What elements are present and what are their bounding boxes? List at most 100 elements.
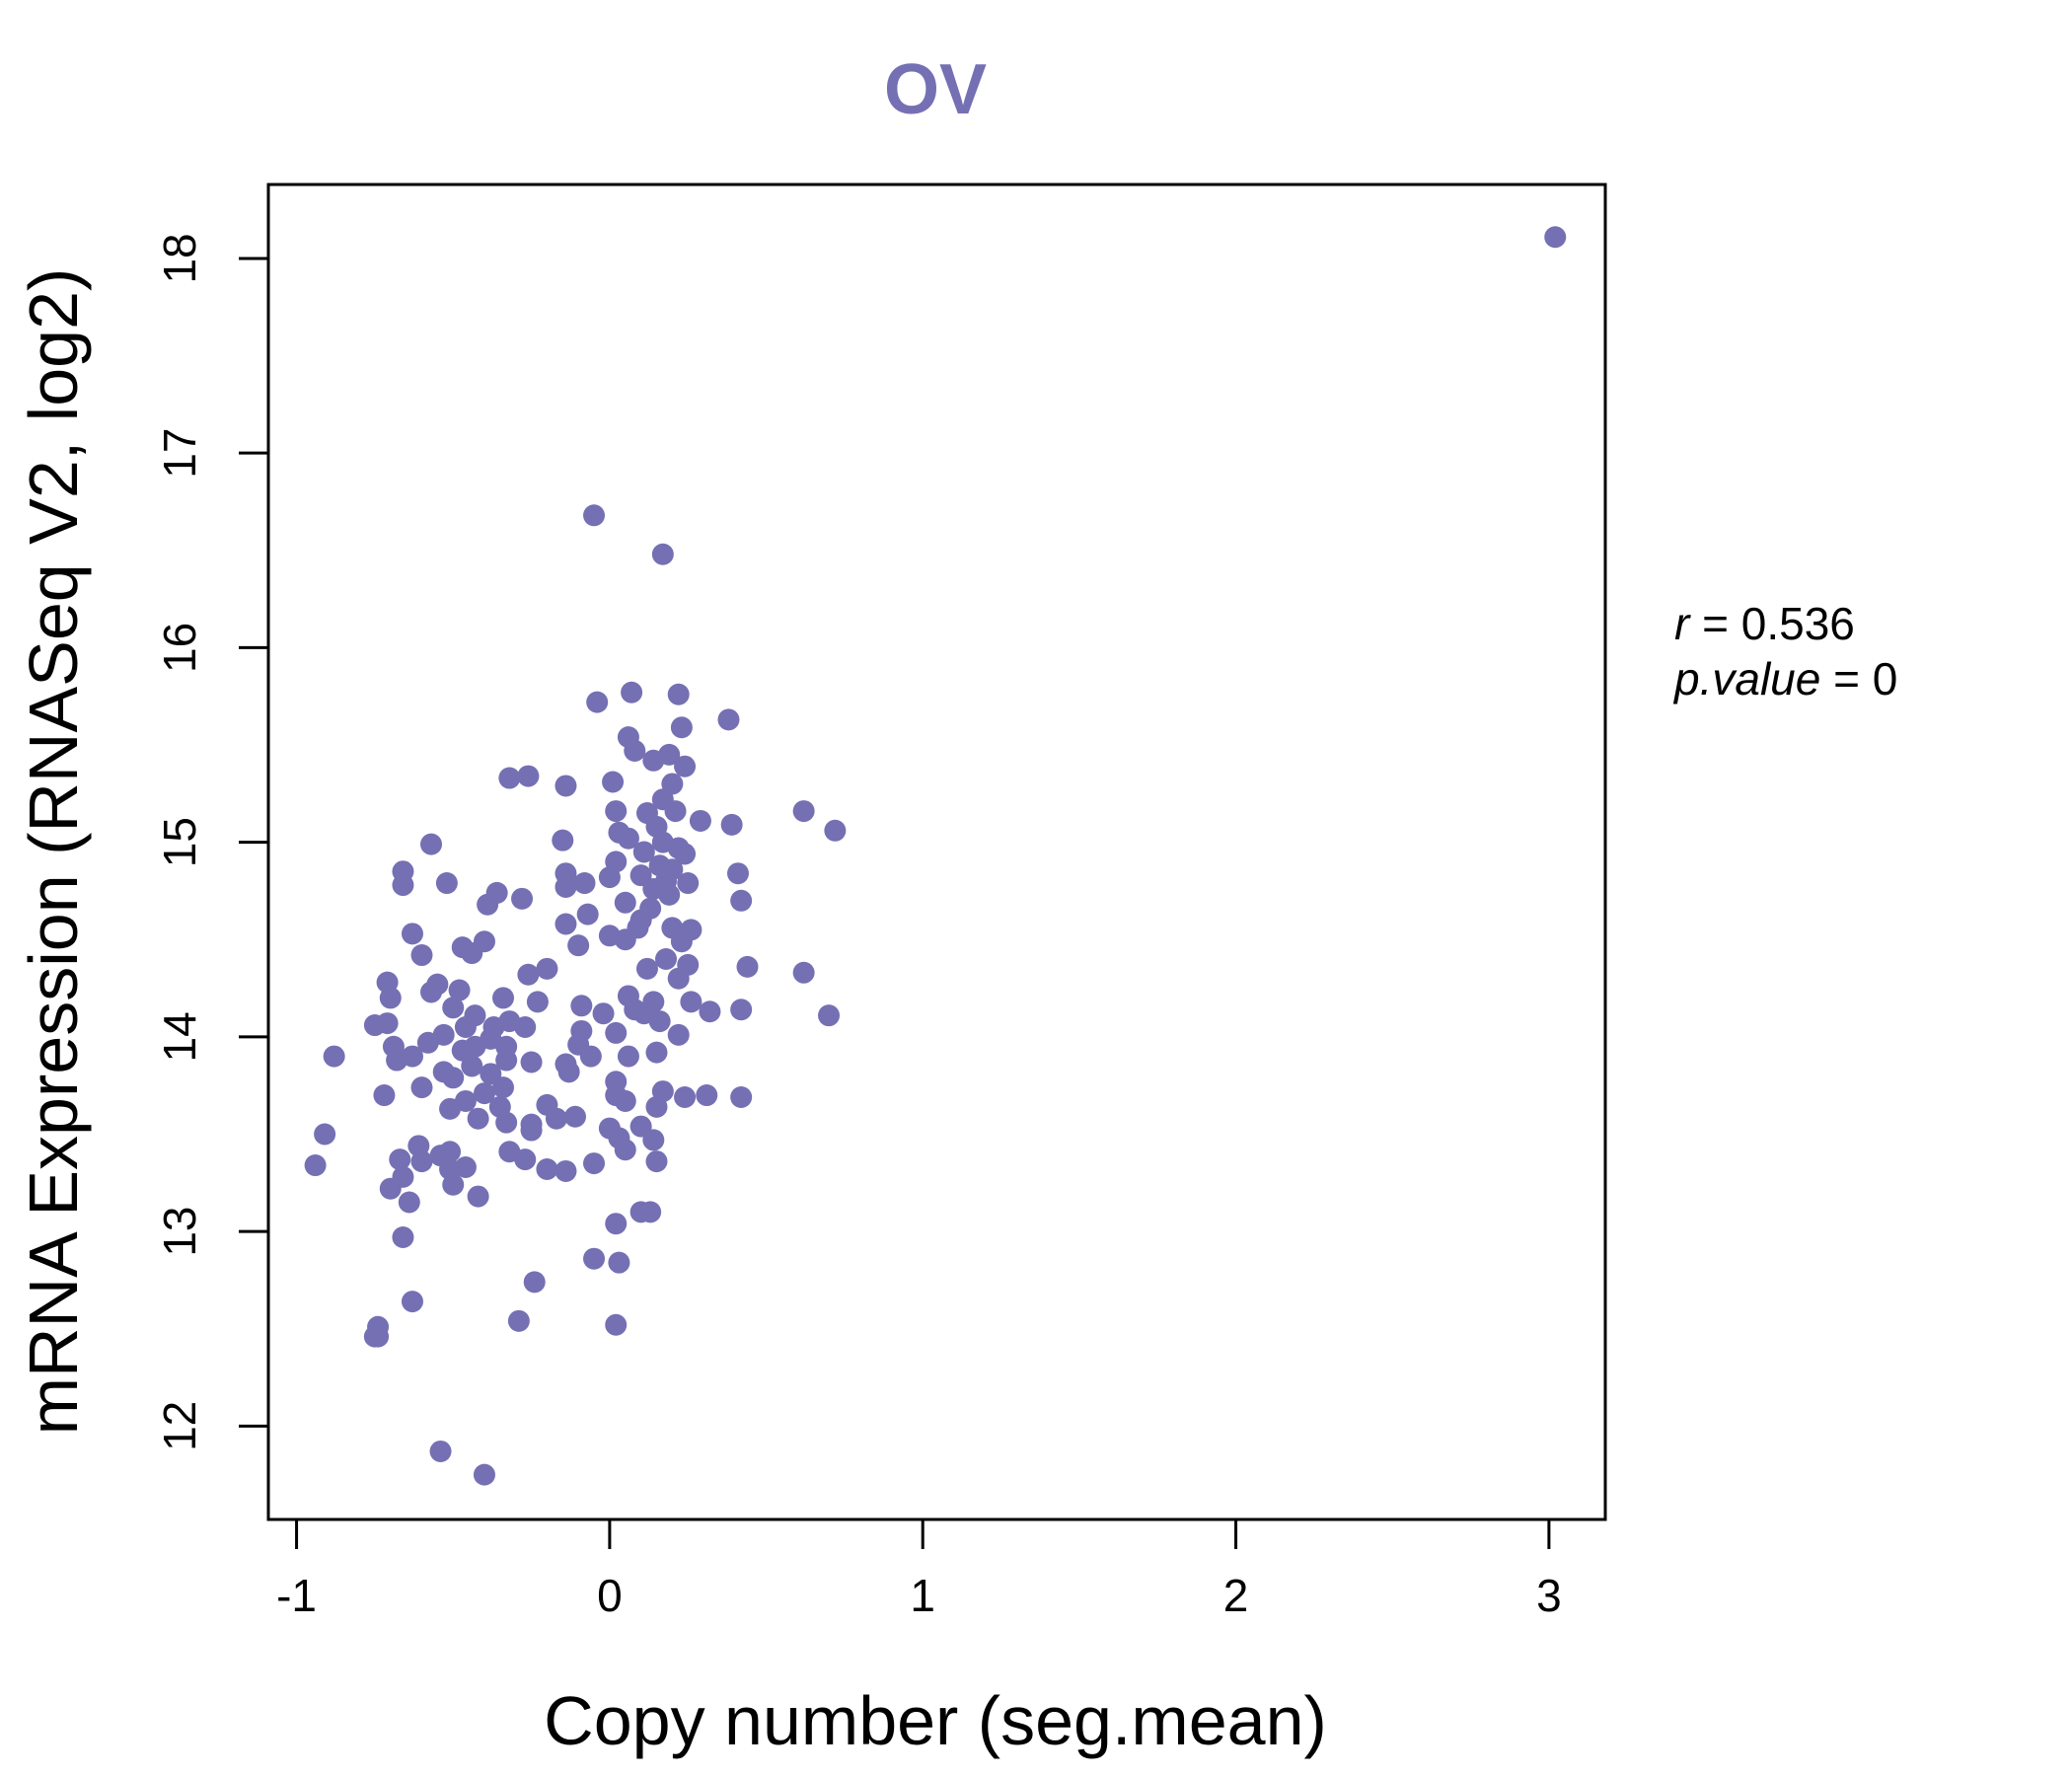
data-point <box>667 683 690 705</box>
data-point <box>461 942 483 965</box>
data-point <box>461 1055 483 1077</box>
data-point <box>674 1086 697 1109</box>
data-point <box>304 1154 327 1177</box>
data-point <box>314 1123 336 1146</box>
x-tick-label: 2 <box>1223 1570 1249 1621</box>
data-point <box>526 991 549 1013</box>
data-point <box>689 809 711 832</box>
data-point <box>379 1177 402 1200</box>
x-tick-label: 1 <box>910 1570 935 1621</box>
data-point <box>555 913 577 935</box>
data-point <box>670 716 693 739</box>
data-point <box>680 991 703 1013</box>
y-tick-label: 15 <box>154 817 205 867</box>
data-point <box>379 987 402 1009</box>
data-point <box>655 947 678 970</box>
data-point <box>605 1213 628 1235</box>
data-point <box>658 883 681 906</box>
data-point <box>567 934 590 957</box>
data-point <box>617 1045 639 1068</box>
data-point <box>674 843 697 865</box>
data-point <box>520 1051 543 1073</box>
data-point <box>677 872 700 895</box>
x-tick-label: -1 <box>276 1570 317 1621</box>
data-point <box>621 681 643 703</box>
data-point <box>614 1139 636 1161</box>
y-tick-label: 14 <box>154 1011 205 1062</box>
y-tick-label: 17 <box>154 428 205 479</box>
data-point <box>614 1089 636 1112</box>
data-point <box>517 963 540 986</box>
data-point <box>467 1107 489 1130</box>
data-point <box>373 1084 396 1107</box>
data-point <box>410 1150 433 1173</box>
data-point <box>598 866 621 889</box>
data-point <box>573 872 596 895</box>
data-point <box>583 1152 606 1175</box>
data-point <box>401 923 423 945</box>
data-point <box>473 1463 495 1486</box>
data-point <box>454 1016 477 1039</box>
data-point <box>477 893 499 916</box>
data-point <box>605 1313 628 1336</box>
data-point <box>667 1023 690 1046</box>
data-point <box>392 874 414 897</box>
data-point <box>736 955 759 978</box>
data-point <box>602 771 625 793</box>
plot-frame <box>266 183 1607 1521</box>
data-point <box>792 961 815 984</box>
data-point <box>651 543 674 565</box>
y-tick-label: 18 <box>154 233 205 283</box>
data-point <box>608 1251 630 1274</box>
data-point <box>648 1010 671 1033</box>
data-point <box>435 872 458 895</box>
data-point <box>570 995 593 1017</box>
data-point <box>536 957 558 980</box>
data-point <box>563 1105 586 1128</box>
data-point <box>1544 226 1567 249</box>
data-point <box>730 1086 753 1109</box>
x-axis: -1 0 1 2 3 <box>276 1517 1562 1621</box>
data-point <box>420 981 443 1003</box>
data-point <box>576 903 599 925</box>
data-point <box>730 999 753 1021</box>
data-point <box>498 767 521 789</box>
data-point <box>410 1076 433 1099</box>
x-tick-label: 0 <box>597 1570 623 1621</box>
data-point <box>592 1002 615 1025</box>
data-point <box>645 1150 668 1173</box>
chart-title: OV <box>884 50 987 129</box>
data-point <box>398 1191 420 1214</box>
data-point <box>491 1076 514 1099</box>
data-point <box>323 1045 345 1068</box>
data-point <box>614 891 636 914</box>
data-point <box>642 749 665 772</box>
data-point <box>583 504 606 527</box>
data-point <box>442 1173 465 1196</box>
data-point <box>376 1012 399 1035</box>
data-point <box>818 1004 841 1027</box>
data-point <box>442 997 465 1019</box>
data-point <box>792 800 815 823</box>
data-point <box>605 800 628 823</box>
data-point <box>696 1084 718 1107</box>
data-point <box>495 1111 518 1134</box>
x-tick-label: 3 <box>1536 1570 1562 1621</box>
data-point <box>664 800 687 823</box>
data-point <box>642 1129 665 1151</box>
data-point <box>555 876 577 899</box>
data-point <box>442 1067 465 1089</box>
data-point <box>555 775 577 797</box>
y-tick-label: 16 <box>154 623 205 673</box>
data-point <box>583 1247 606 1270</box>
data-point <box>545 1107 567 1130</box>
data-point <box>520 1119 543 1142</box>
data-point <box>670 930 693 953</box>
data-point <box>389 1148 411 1171</box>
data-point <box>420 833 443 855</box>
y-axis-label: mRNA Expression (RNASeq V2, log2) <box>15 268 92 1436</box>
data-point <box>661 773 684 795</box>
p-value-stat-line: p.value = 0 <box>1672 653 1897 704</box>
data-point <box>726 862 749 885</box>
